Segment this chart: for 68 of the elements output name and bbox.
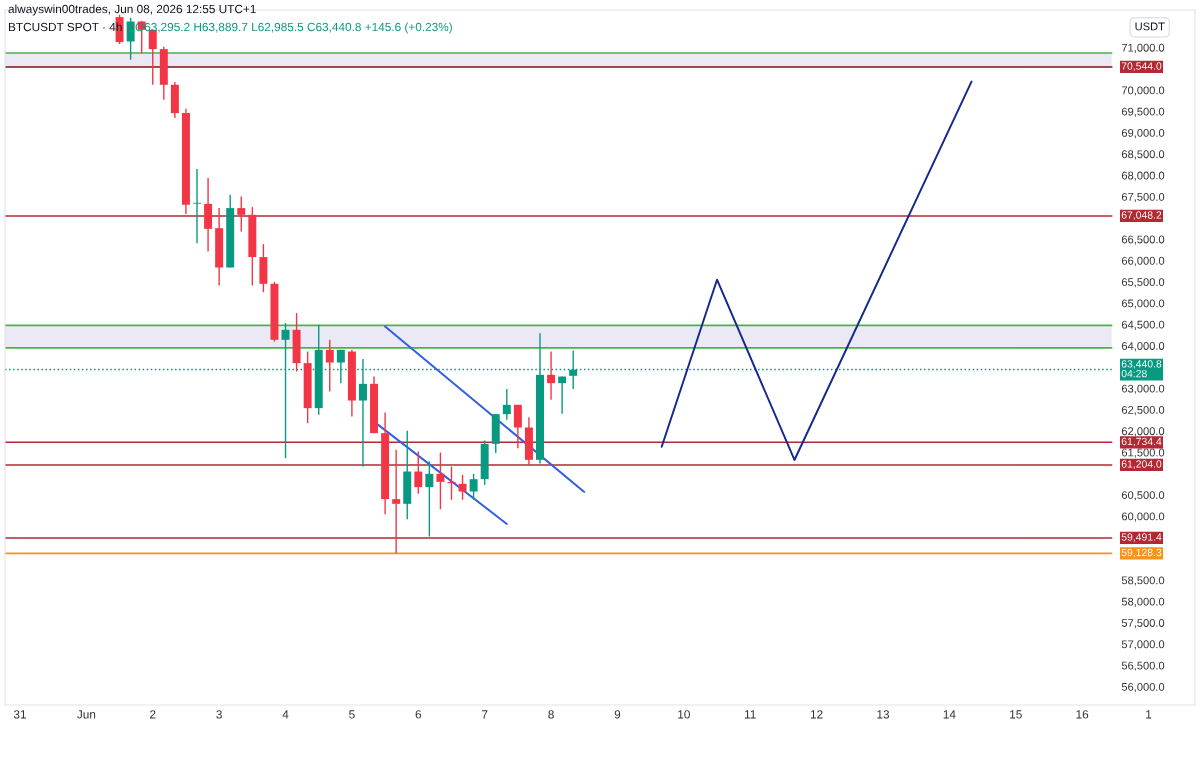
y-tick-label: 71,000.0 [1121, 43, 1165, 53]
annotation: alwayswin00trades, Jun 08, 2026 12:55 UTC+1 [8, 4, 256, 16]
candlestick [126, 17, 135, 61]
x-tick-label: 7 [482, 710, 488, 719]
line-series [660, 80, 973, 461]
y-tick-label: 60,500.0 [1121, 491, 1165, 501]
x-tick-label: 9 [614, 710, 621, 719]
y-tick-label: 61,500.0 [1121, 448, 1165, 458]
y-tick-label: 60,000.0 [1121, 512, 1165, 522]
x-tick-label: 12 [810, 710, 823, 719]
ref-line-label: 59,128.3 [1121, 548, 1162, 558]
y-tick-label: 56,000.0 [1121, 682, 1165, 693]
candlestick [469, 473, 478, 501]
x-tick-label: 6 [415, 710, 422, 719]
x-tick-label: 4 [282, 710, 289, 719]
candlestick [436, 451, 445, 510]
candlestick [458, 474, 467, 501]
y-tick-label: 63,000.0 [1121, 384, 1165, 394]
ref-line-label: 67,048.2 [1121, 211, 1162, 220]
x-tick-label: 1 [1146, 710, 1152, 719]
x-tick-label: 16 [1076, 710, 1089, 719]
x-tick-label: 2 [150, 710, 156, 719]
candlestick [392, 449, 401, 555]
ref-line-label: 61,734.4 [1121, 437, 1162, 447]
y-tick-label: 70,000.0 [1121, 86, 1165, 96]
y-tick-label: 69,000.0 [1121, 128, 1165, 139]
ref-line-label: 59,491.4 [1121, 533, 1162, 542]
x-tick-label: 13 [877, 710, 890, 719]
x-tick-label: 5 [349, 710, 355, 719]
y-tick-label: 56,500.0 [1121, 661, 1165, 671]
y-tick-label: 66,500.0 [1121, 235, 1165, 245]
text: BTCUSDT SPOT · 4h [8, 22, 122, 32]
candlestick [414, 450, 423, 495]
y-tick-label: 65,500.0 [1121, 278, 1165, 288]
x-tick-label: 8 [548, 710, 554, 719]
y-tick-label: 67,500.0 [1121, 192, 1165, 203]
y-tick-label: 69,500.0 [1121, 107, 1165, 117]
y-axis-title: USDT [1135, 22, 1165, 31]
candlestick [193, 168, 201, 244]
candlestick [547, 350, 556, 401]
x-tick-label: 10 [678, 710, 690, 719]
y-tick-label: 58,500.0 [1121, 576, 1165, 586]
y-tick-label: 62,500.0 [1121, 405, 1165, 416]
y-tick-label: 64,500.0 [1121, 320, 1165, 330]
candlestick [237, 195, 246, 233]
x-tick-label: 14 [943, 710, 956, 719]
ref-line-label: 63,440.8 04:28 [1121, 360, 1162, 378]
ref-line-label: 61,204.0 [1121, 460, 1162, 469]
candlestick [558, 375, 567, 415]
candlestick [425, 460, 434, 538]
candlestick [325, 339, 334, 393]
y-tick-label: 58,000.0 [1121, 597, 1165, 607]
x-tick-label: 11 [744, 710, 756, 719]
x-tick-label: Jun [77, 710, 96, 719]
y-tick-label: 68,500.0 [1121, 150, 1165, 160]
y-tick-label: 62,000.0 [1121, 427, 1165, 437]
y-tick-label: 57,000.0 [1121, 640, 1165, 650]
y-tick-label: 64,000.0 [1121, 342, 1165, 352]
y-tick-label: 68,000.0 [1121, 171, 1165, 181]
candlestick [513, 404, 522, 449]
x-tick-label: 3 [216, 710, 222, 719]
y-tick-label: 57,500.0 [1121, 619, 1165, 629]
candlestick [502, 388, 511, 421]
y-tick-label: 65,000.0 [1121, 299, 1165, 309]
x-tick-label: 15 [1010, 710, 1022, 719]
ref-line-label: 70,544.0 [1121, 62, 1162, 71]
x-tick-label: 31 [13, 710, 26, 719]
y-tick-label: 66,000.0 [1121, 256, 1165, 267]
